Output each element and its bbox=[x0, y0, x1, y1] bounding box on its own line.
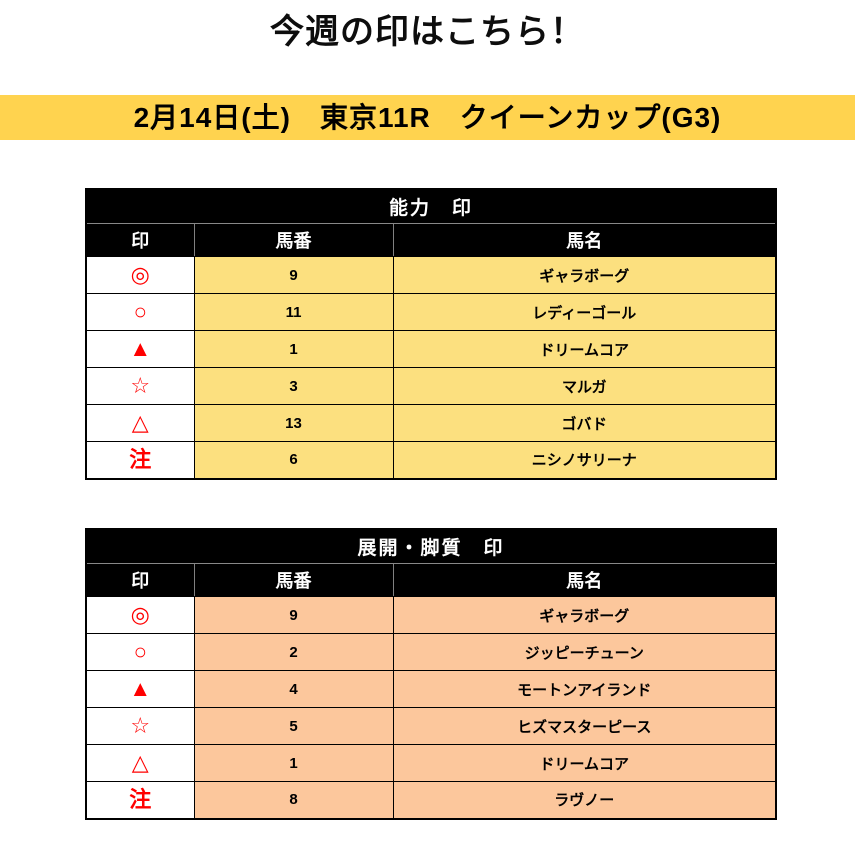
column-header-name: 馬名 bbox=[392, 563, 777, 597]
table-row: ▲ 4 モートンアイランド bbox=[85, 670, 777, 708]
mark-cell: 注 bbox=[85, 781, 195, 819]
horse-name-cell: レディーゴール bbox=[392, 293, 777, 331]
horse-number-cell: 4 bbox=[193, 670, 394, 708]
table-row: △ 13 ゴバド bbox=[85, 404, 777, 442]
mark-cell: 注 bbox=[85, 441, 195, 479]
mark-cell: △ bbox=[85, 744, 195, 782]
table-header-row: 印 馬番 馬名 bbox=[85, 563, 777, 597]
horse-number-cell: 1 bbox=[193, 330, 394, 368]
table-row: △ 1 ドリームコア bbox=[85, 744, 777, 782]
table-row: 注 6 ニシノサリーナ bbox=[85, 441, 777, 479]
column-header-number: 馬番 bbox=[193, 223, 394, 257]
horse-number-cell: 9 bbox=[193, 256, 394, 294]
table-row: ◎ 9 ギャラボーグ bbox=[85, 256, 777, 294]
horse-name-cell: ギャラボーグ bbox=[392, 256, 777, 294]
mark-cell: △ bbox=[85, 404, 195, 442]
horse-number-cell: 11 bbox=[193, 293, 394, 331]
mark-cell: ○ bbox=[85, 293, 195, 331]
mark-cell: ▲ bbox=[85, 330, 195, 368]
table-row: ☆ 3 マルガ bbox=[85, 367, 777, 405]
table-row: ○ 11 レディーゴール bbox=[85, 293, 777, 331]
column-header-number: 馬番 bbox=[193, 563, 394, 597]
horse-name-cell: モートンアイランド bbox=[392, 670, 777, 708]
table-row: ▲ 1 ドリームコア bbox=[85, 330, 777, 368]
mark-cell: ◎ bbox=[85, 596, 195, 634]
mark-cell: ☆ bbox=[85, 367, 195, 405]
column-header-mark: 印 bbox=[85, 223, 195, 257]
table-title-row: 展開・脚質 印 bbox=[85, 528, 777, 564]
horse-number-cell: 8 bbox=[193, 781, 394, 819]
horse-name-cell: ドリームコア bbox=[392, 330, 777, 368]
column-header-name: 馬名 bbox=[392, 223, 777, 257]
horse-name-cell: ヒズマスターピース bbox=[392, 707, 777, 745]
mark-cell: ☆ bbox=[85, 707, 195, 745]
horse-name-cell: ニシノサリーナ bbox=[392, 441, 777, 479]
table-title-row: 能力 印 bbox=[85, 188, 777, 224]
table-title: 能力 印 bbox=[85, 188, 777, 224]
table-row: ◎ 9 ギャラボーグ bbox=[85, 596, 777, 634]
table-header-row: 印 馬番 馬名 bbox=[85, 223, 777, 257]
horse-name-cell: ゴバド bbox=[392, 404, 777, 442]
table-row: 注 8 ラヴノー bbox=[85, 781, 777, 819]
ability-marks-table: 能力 印 印 馬番 馬名 ◎ 9 ギャラボーグ ○ 11 レディーゴール ▲ 1… bbox=[85, 188, 777, 480]
horse-number-cell: 2 bbox=[193, 633, 394, 671]
horse-name-cell: ギャラボーグ bbox=[392, 596, 777, 634]
horse-number-cell: 9 bbox=[193, 596, 394, 634]
horse-number-cell: 5 bbox=[193, 707, 394, 745]
pace-style-marks-table: 展開・脚質 印 印 馬番 馬名 ◎ 9 ギャラボーグ ○ 2 ジッピーチューン … bbox=[85, 528, 777, 820]
race-banner: 2月14日(土) 東京11R クイーンカップ(G3) bbox=[0, 95, 855, 140]
table-row: ○ 2 ジッピーチューン bbox=[85, 633, 777, 671]
horse-name-cell: ジッピーチューン bbox=[392, 633, 777, 671]
horse-number-cell: 6 bbox=[193, 441, 394, 479]
column-header-mark: 印 bbox=[85, 563, 195, 597]
mark-cell: ◎ bbox=[85, 256, 195, 294]
mark-cell: ○ bbox=[85, 633, 195, 671]
horse-name-cell: ラヴノー bbox=[392, 781, 777, 819]
horse-number-cell: 3 bbox=[193, 367, 394, 405]
page-title: 今週の印はこちら！ bbox=[270, 13, 585, 51]
table-title: 展開・脚質 印 bbox=[85, 528, 777, 564]
horse-number-cell: 1 bbox=[193, 744, 394, 782]
table-row: ☆ 5 ヒズマスターピース bbox=[85, 707, 777, 745]
horse-number-cell: 13 bbox=[193, 404, 394, 442]
horse-name-cell: ドリームコア bbox=[392, 744, 777, 782]
horse-name-cell: マルガ bbox=[392, 367, 777, 405]
mark-cell: ▲ bbox=[85, 670, 195, 708]
